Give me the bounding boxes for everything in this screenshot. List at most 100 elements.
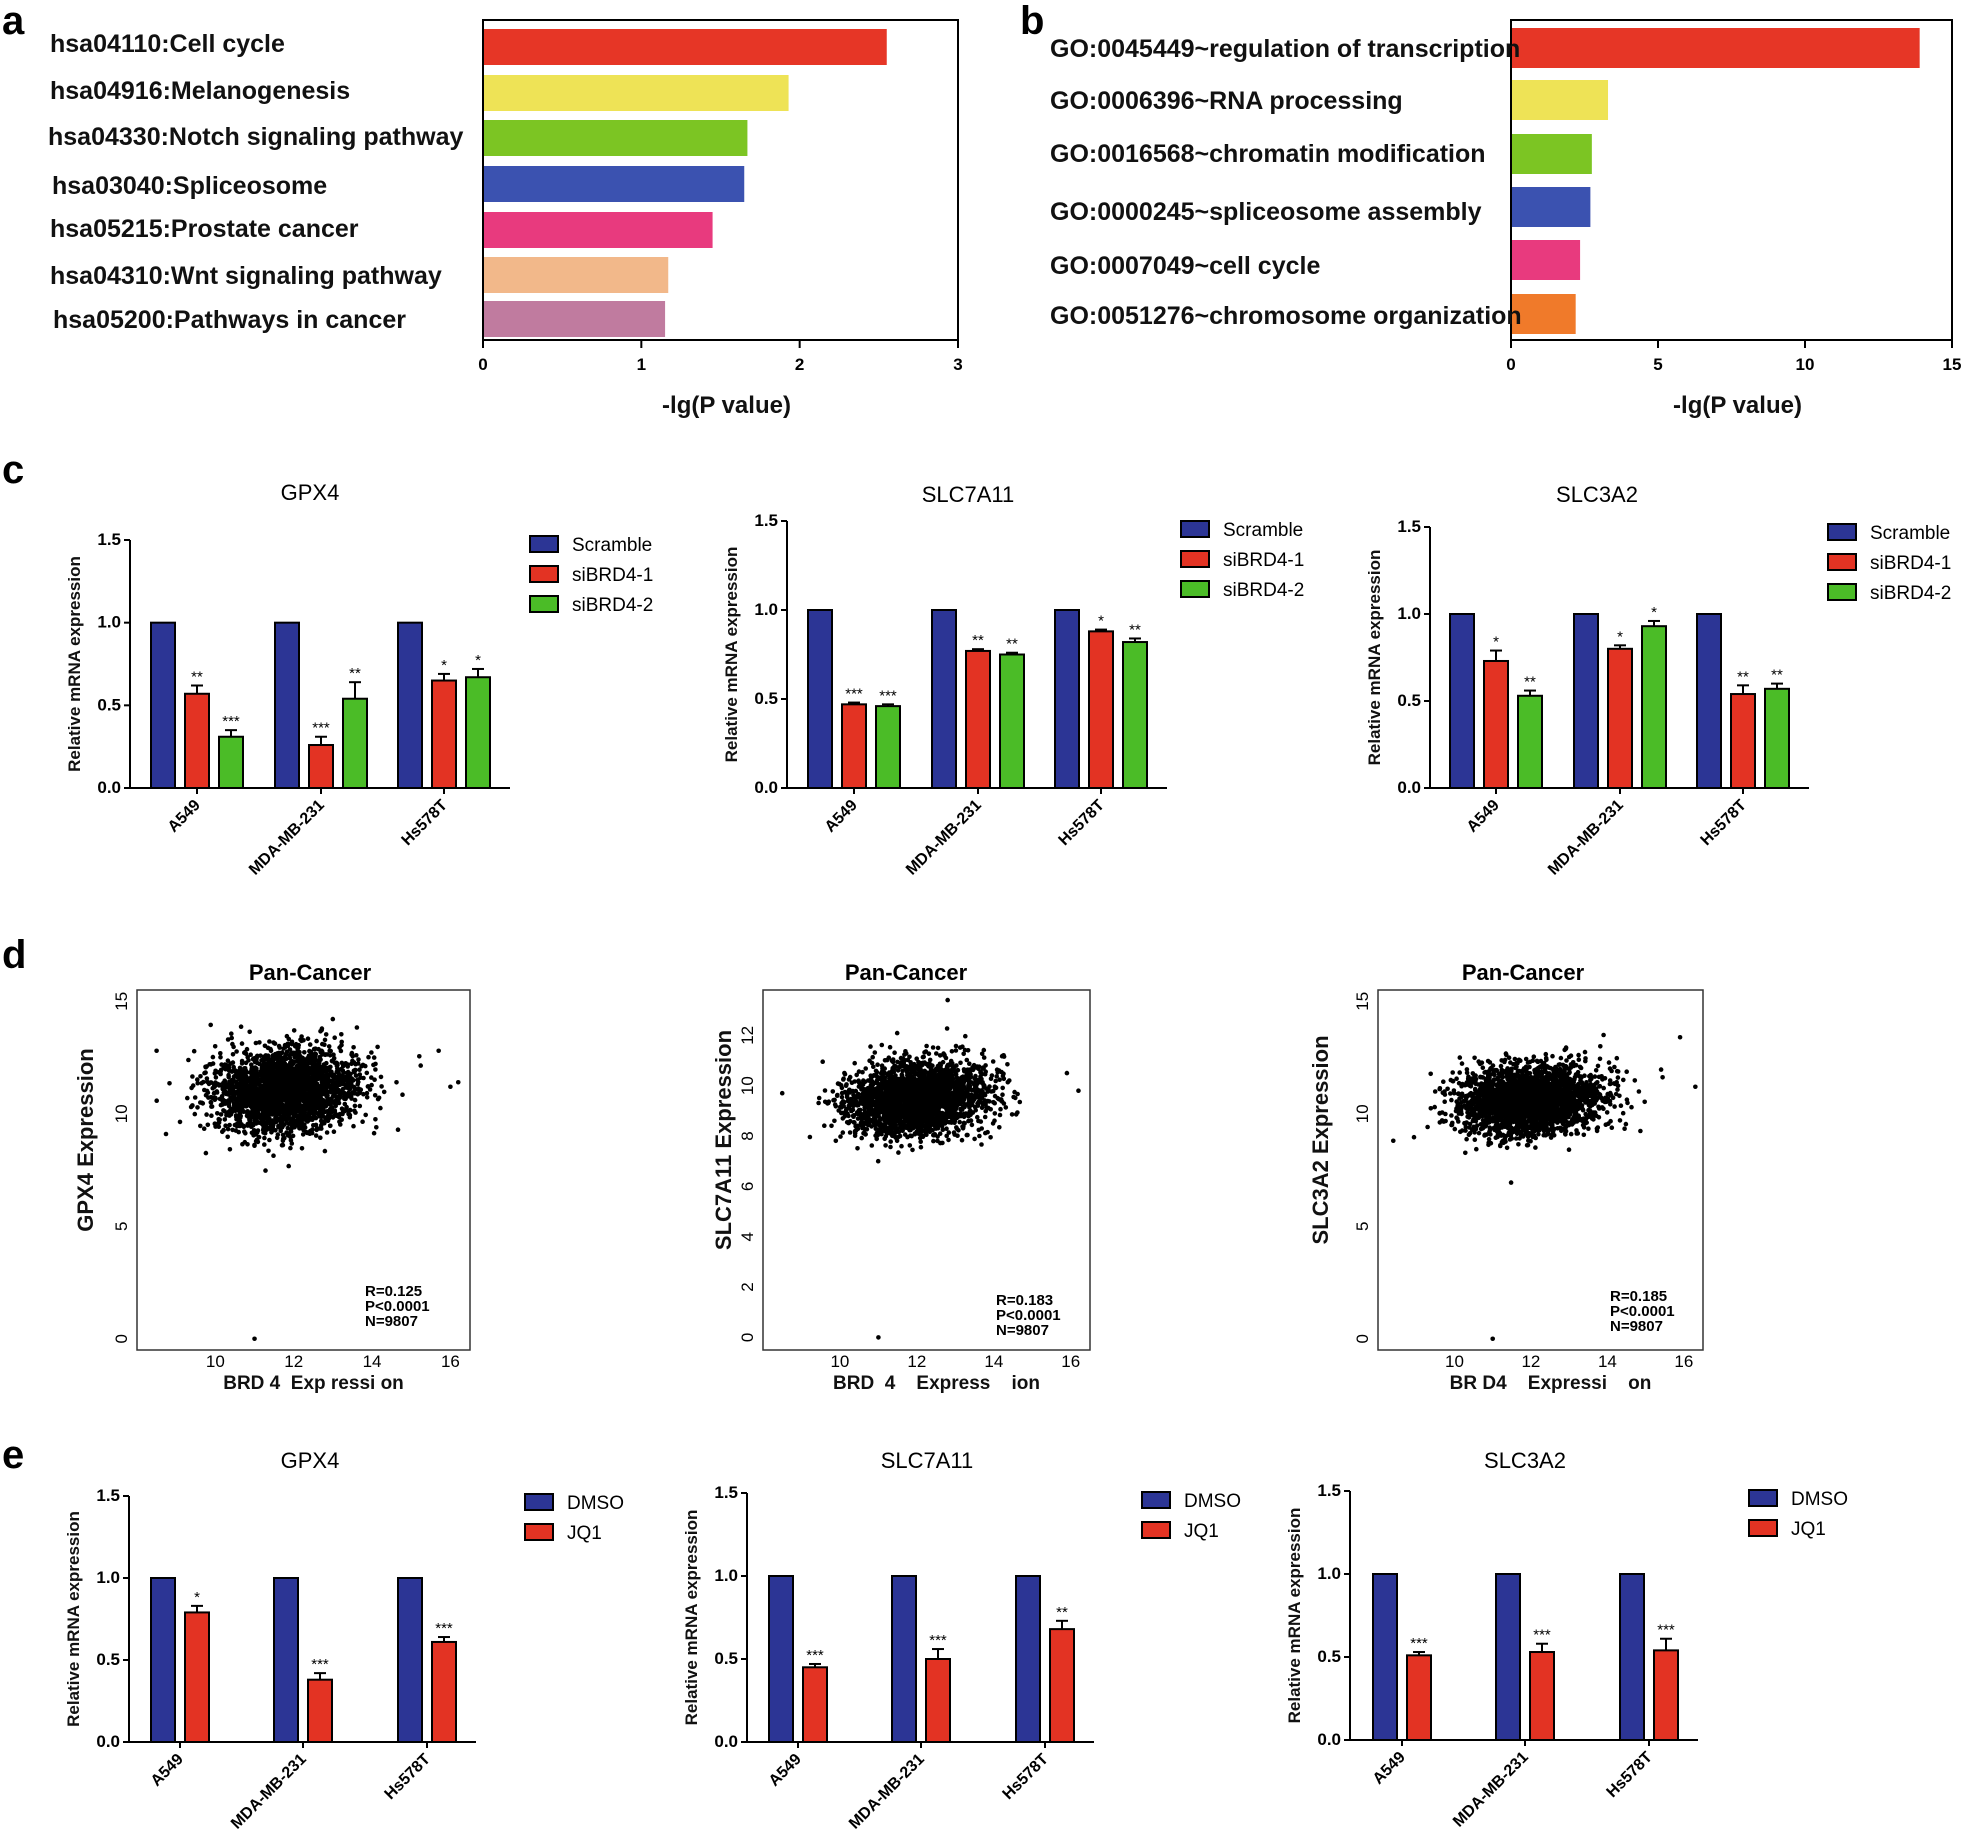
legend-label: Scramble <box>1223 520 1303 541</box>
data-point <box>840 1116 846 1121</box>
y-tick-label: 1.5 <box>754 511 778 530</box>
data-point <box>252 1097 258 1102</box>
data-bar <box>342 697 368 789</box>
legend-label: siBRD4-1 <box>572 565 653 586</box>
data-point <box>273 1114 278 1120</box>
data-point <box>319 1126 324 1131</box>
data-point <box>948 1058 954 1064</box>
data-point <box>291 1028 297 1033</box>
data-point <box>236 1129 241 1135</box>
data-point <box>221 1080 226 1086</box>
data-point <box>371 1130 377 1136</box>
data-point <box>237 1065 243 1071</box>
data-bar <box>807 609 833 789</box>
data-point <box>238 1087 244 1092</box>
significance-marker: *** <box>845 686 863 703</box>
data-point <box>314 1081 319 1086</box>
x-tick-label: 12 <box>284 1352 303 1371</box>
data-point <box>262 1135 267 1141</box>
legend-label: siBRD4-2 <box>1223 580 1304 601</box>
x-axis-label: BRD 4 Exp ressi on <box>223 1373 404 1394</box>
data-point <box>324 1060 329 1066</box>
y-tick-label: 12 <box>738 1026 757 1045</box>
data-point <box>226 1068 232 1073</box>
data-point <box>340 1068 346 1073</box>
data-point <box>923 1049 929 1054</box>
data-point <box>300 1132 306 1137</box>
data-point <box>312 1061 318 1066</box>
data-point <box>263 1053 269 1058</box>
data-bar <box>1764 687 1790 790</box>
data-point <box>337 1111 343 1117</box>
data-point <box>296 1065 302 1070</box>
data-point <box>839 1090 845 1096</box>
data-point <box>249 1090 254 1096</box>
data-point <box>293 1082 299 1088</box>
data-point <box>254 1113 260 1119</box>
y-tick-label: 1.5 <box>97 530 121 549</box>
data-point <box>883 1143 888 1148</box>
data-point <box>863 1066 868 1071</box>
data-point <box>216 1083 222 1088</box>
data-point <box>342 1090 347 1096</box>
data-point <box>870 1054 875 1060</box>
data-point <box>1005 1062 1010 1067</box>
data-point <box>351 1123 356 1129</box>
data-point <box>319 1066 325 1071</box>
data-point <box>230 1085 236 1091</box>
data-point <box>239 1041 245 1046</box>
data-point <box>282 1056 288 1062</box>
data-point <box>340 1081 346 1087</box>
data-point <box>289 1052 294 1057</box>
data-point <box>223 1101 228 1106</box>
data-point <box>262 1081 268 1087</box>
data-point <box>302 1058 307 1063</box>
data-point <box>269 1129 275 1134</box>
significance-marker: * <box>1617 628 1623 645</box>
data-point <box>216 1124 222 1129</box>
data-point <box>910 1147 915 1153</box>
enrichment-bar <box>1512 187 1591 227</box>
legend-label: Scramble <box>572 535 652 556</box>
data-point <box>361 1091 366 1097</box>
data-point <box>203 1070 208 1075</box>
data-point <box>358 1075 363 1080</box>
data-point <box>267 1064 272 1069</box>
data-point <box>154 1098 159 1103</box>
significance-marker: *** <box>312 720 330 737</box>
data-point <box>887 1044 893 1050</box>
data-point <box>305 1119 311 1124</box>
data-point <box>231 1108 236 1113</box>
data-point <box>221 1090 227 1095</box>
y-tick-label: 2 <box>738 1282 757 1291</box>
data-point <box>371 1062 376 1068</box>
data-point <box>339 1039 345 1045</box>
data-point <box>225 1126 231 1132</box>
term-label: hsa05200:Pathways in cancer <box>53 306 406 334</box>
data-point <box>287 1056 293 1061</box>
data-point <box>308 1107 313 1113</box>
data-point <box>259 1063 265 1068</box>
data-point <box>199 1100 205 1106</box>
data-point <box>892 1050 897 1055</box>
data-point <box>323 1032 329 1037</box>
data-point <box>250 1123 256 1128</box>
data-point <box>888 1144 893 1150</box>
data-point <box>234 1049 239 1054</box>
data-point <box>255 1139 261 1145</box>
data-point <box>242 1139 248 1145</box>
data-point <box>310 1057 316 1063</box>
data-point <box>262 1043 268 1049</box>
data-point <box>232 1122 238 1128</box>
data-point <box>242 1129 247 1134</box>
data-point <box>927 1057 933 1063</box>
data-point <box>375 1096 381 1102</box>
data-point <box>832 1102 838 1107</box>
data-point <box>884 1057 890 1063</box>
data-point <box>354 1053 359 1058</box>
data-point <box>436 1048 441 1054</box>
data-point <box>1013 1095 1018 1101</box>
scatter-points <box>779 997 1081 1340</box>
data-point <box>871 1073 877 1078</box>
data-point <box>209 1104 215 1109</box>
